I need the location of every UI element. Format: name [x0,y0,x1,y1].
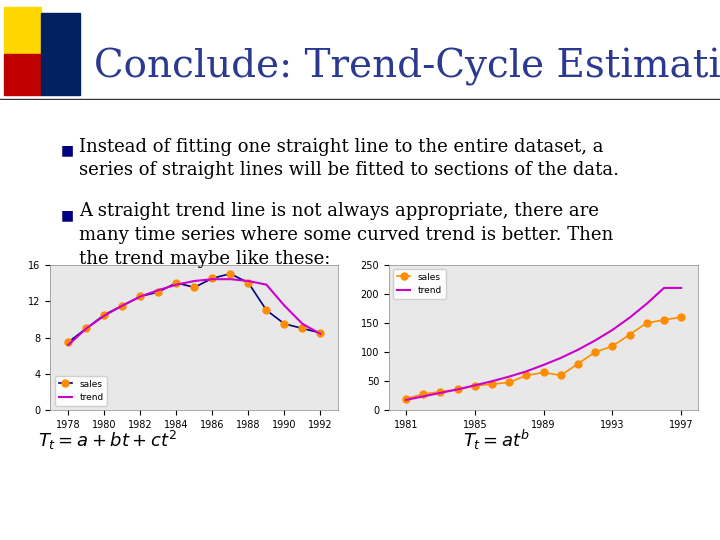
sales [262,307,271,313]
trend [454,386,462,393]
trend [660,285,668,291]
sales [226,271,235,277]
trend [591,337,600,343]
Text: Instead of fitting one straight line to the entire dataset, a
series of straight: Instead of fitting one straight line to … [79,138,619,179]
trend [82,325,91,332]
trend [677,285,685,291]
sales [436,388,445,395]
Line: sales: sales [65,270,324,346]
sales [244,280,253,286]
Text: $T_t = at^b$: $T_t = at^b$ [463,428,531,452]
sales [642,320,651,326]
Text: Conclude: Trend-Cycle Estimation: Conclude: Trend-Cycle Estimation [94,49,720,86]
trend [298,321,307,327]
sales [454,386,462,393]
sales [190,284,199,291]
trend [244,278,253,284]
sales [677,314,685,320]
sales [208,275,217,281]
Legend: sales, trend: sales, trend [393,269,446,299]
trend [154,287,163,293]
Text: $T_t = a + bt + ct^2$: $T_t = a + bt + ct^2$ [38,429,178,451]
trend [470,382,479,389]
trend [608,327,617,333]
sales [522,372,531,379]
sales [118,302,127,309]
trend [436,390,445,396]
trend [136,293,145,300]
trend [118,302,127,309]
Line: trend: trend [406,288,681,400]
trend [402,397,410,403]
Line: trend: trend [68,279,320,345]
Legend: sales, trend: sales, trend [55,376,107,406]
trend [419,393,428,400]
trend [316,330,325,337]
sales [154,289,163,295]
sales [136,293,145,300]
sales [419,391,428,397]
sales [280,321,289,327]
Text: ■: ■ [61,143,74,157]
trend [100,312,109,319]
sales [298,325,307,332]
sales [64,339,73,345]
sales [487,381,496,387]
sales [402,395,410,402]
Bar [4,7,40,53]
sales [660,317,668,323]
trend [280,302,289,309]
Bar [42,12,81,95]
Bar [4,55,40,95]
sales [470,383,479,389]
trend [505,373,513,380]
sales [505,379,513,386]
sales [625,332,634,338]
trend [262,281,271,288]
trend [642,300,651,307]
trend [557,355,565,361]
trend [522,368,531,375]
trend [172,281,181,288]
Line: sales: sales [402,314,685,402]
Text: ■: ■ [61,208,74,222]
trend [208,276,217,282]
trend [574,347,582,353]
trend [64,342,73,348]
Text: A straight trend line is not always appropriate, there are
many time series wher: A straight trend line is not always appr… [79,202,613,268]
sales [82,325,91,332]
sales [100,312,109,318]
sales [316,330,325,336]
sales [591,349,600,355]
trend [625,314,634,321]
sales [608,343,617,349]
trend [190,278,199,284]
trend [487,378,496,384]
sales [557,372,565,379]
sales [172,280,181,286]
trend [539,362,548,368]
sales [574,361,582,367]
trend [226,276,235,282]
sales [539,369,548,376]
